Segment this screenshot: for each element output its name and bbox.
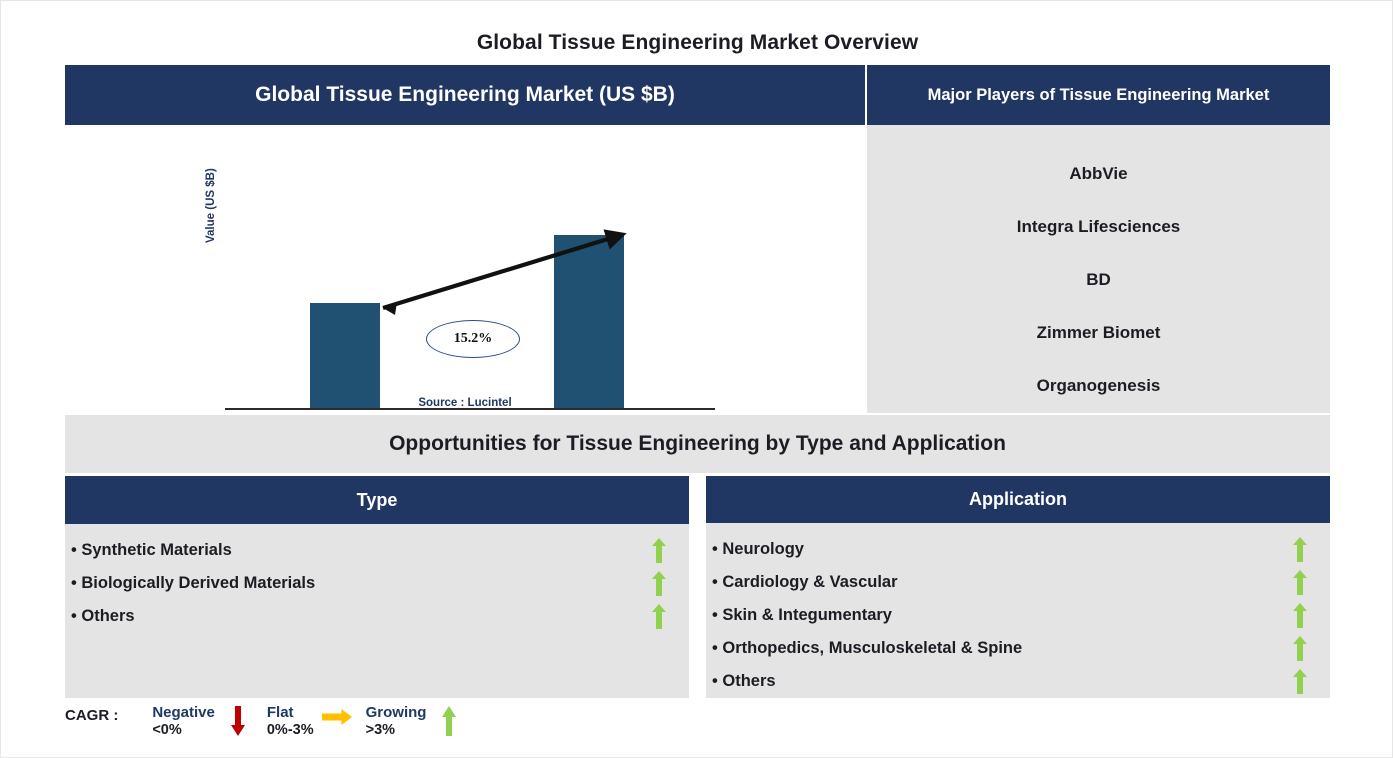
major-players-panel: Major Players of Tissue Engineering Mark… — [867, 65, 1330, 413]
type-item-label: • Synthetic Materials — [71, 541, 232, 559]
type-item-label: • Biologically Derived Materials — [71, 574, 316, 592]
list-item: • Neurology — [706, 533, 1330, 566]
legend-label-growing: Growing — [365, 704, 427, 721]
chart-source-note: Source : Lucintel — [418, 397, 512, 409]
application-item-label: • Others — [712, 672, 776, 690]
arrow-up-icon — [648, 571, 670, 596]
opportunities-columns: Type • Synthetic Materials • Biologicall… — [65, 476, 1330, 698]
application-column: Application • Neurology • Cardiology & V… — [706, 476, 1330, 698]
arrow-right-icon — [321, 704, 352, 728]
arrow-up-icon — [1289, 669, 1311, 694]
list-item: • Others — [706, 665, 1330, 698]
list-item: • Skin & Integumentary — [706, 599, 1330, 632]
application-item-label: • Orthopedics, Musculoskeletal & Spine — [712, 639, 1023, 657]
list-item: AbbVie — [1069, 163, 1128, 183]
cagr-legend-title: CAGR : — [65, 707, 119, 724]
list-item: BD — [1086, 269, 1111, 289]
arrow-up-icon — [648, 538, 670, 563]
list-item: • Orthopedics, Musculoskeletal & Spine — [706, 632, 1330, 665]
legend-label-flat: Flat — [266, 704, 294, 721]
list-item: • Biologically Derived Materials — [65, 567, 689, 600]
application-item-label: • Neurology — [712, 540, 804, 558]
x-axis-line — [225, 408, 715, 410]
application-item-label: • Skin & Integumentary — [712, 606, 892, 624]
arrow-up-icon — [1289, 537, 1311, 562]
list-item: Zimmer Biomet — [1036, 322, 1161, 342]
legend-entry-negative: Negative <0% — [152, 704, 263, 740]
arrow-up-icon — [1289, 603, 1311, 628]
major-players-panel-header: Major Players of Tissue Engineering Mark… — [867, 65, 1330, 125]
list-item: • Cardiology & Vascular — [706, 566, 1330, 599]
legend-entry-growing: Growing >3% — [366, 704, 475, 740]
page-title: Global Tissue Engineering Market Overvie… — [476, 31, 919, 54]
arrow-up-icon — [434, 704, 464, 736]
bar-2031 — [554, 235, 624, 408]
market-chart-panel: Global Tissue Engineering Market (US $B)… — [65, 65, 865, 433]
arrow-down-icon — [223, 704, 253, 736]
list-item: • Synthetic Materials — [65, 534, 689, 567]
arrow-up-icon — [1289, 636, 1311, 661]
type-column-body: • Synthetic Materials • Biologically Der… — [65, 524, 689, 698]
bar-chart: Value (US $B) 15.2% 2025 2031 — [65, 125, 865, 433]
major-players-list: AbbVie Integra Lifesciences BD Zimmer Bi… — [867, 125, 1330, 413]
legend-label-negative: Negative — [152, 704, 215, 721]
market-chart-panel-header: Global Tissue Engineering Market (US $B) — [65, 65, 865, 125]
type-item-label: • Others — [71, 607, 135, 625]
type-column: Type • Synthetic Materials • Biologicall… — [65, 476, 689, 698]
legend-range-growing: >3% — [365, 722, 396, 739]
legend-range-flat: 0%-3% — [266, 722, 314, 739]
type-column-header: Type — [65, 476, 689, 524]
list-item: Integra Lifesciences — [1016, 216, 1181, 236]
application-column-body: • Neurology • Cardiology & Vascular • Sk… — [706, 523, 1330, 698]
legend-entry-flat: Flat 0%-3% — [267, 704, 362, 740]
list-item: Organogenesis — [1036, 375, 1161, 395]
bar-2025 — [310, 303, 380, 408]
cagr-legend: CAGR : Negative <0% Flat 0%-3% Growing >… — [65, 704, 705, 752]
application-column-header: Application — [706, 476, 1330, 523]
opportunities-band-title: Opportunities for Tissue Engineering by … — [65, 415, 1330, 473]
application-item-label: • Cardiology & Vascular — [712, 573, 898, 591]
arrow-up-icon — [648, 604, 670, 629]
legend-range-negative: <0% — [152, 722, 182, 739]
cagr-callout: 15.2% — [426, 320, 520, 358]
list-item: • Others — [65, 600, 689, 633]
growth-arrow-icon — [382, 229, 627, 315]
arrow-up-icon — [1289, 570, 1311, 595]
y-axis-label: Value (US $B) — [205, 168, 217, 243]
